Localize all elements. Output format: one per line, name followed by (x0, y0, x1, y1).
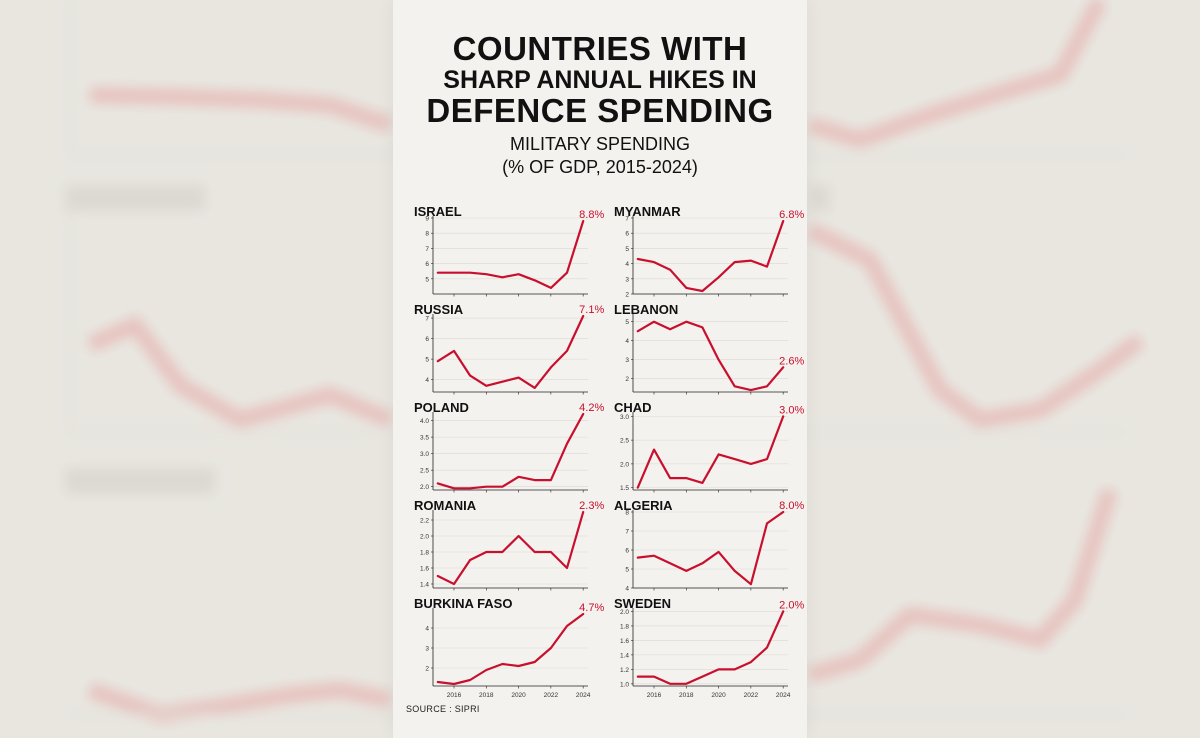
y-tick-label-myanmar: 6 (625, 231, 629, 238)
title-line-1: COUNTRIES WITH (452, 30, 748, 67)
y-tick-label-lebanon: 2 (625, 376, 629, 383)
y-tick-label-poland: 2.0 (420, 484, 429, 491)
y-tick-label-burkina-faso: 2 (425, 666, 429, 673)
y-tick-label-israel: 5 (425, 276, 429, 283)
y-tick-label-romania: 1.4 (420, 582, 429, 589)
end-value-label-sweden: 2.0% (779, 599, 804, 611)
series-line-israel (436, 219, 585, 289)
end-value-label-russia: 7.1% (579, 304, 604, 316)
chart-title-poland: POLAND (414, 400, 469, 415)
y-tick-label-myanmar: 2 (625, 292, 629, 299)
y-tick-label-sweden: 2.0 (620, 609, 629, 616)
end-value-label-lebanon: 2.6% (779, 355, 804, 367)
y-tick-label-algeria: 4 (625, 586, 629, 593)
chart-title-israel: ISRAEL (414, 204, 462, 219)
y-tick-label-poland: 4.0 (420, 418, 429, 425)
y-tick-label-myanmar: 4 (625, 261, 629, 268)
series-line-sweden (636, 610, 785, 685)
y-tick-label-algeria: 6 (625, 548, 629, 555)
x-tick-label-burkina-faso: 2024 (576, 692, 591, 699)
chart-title-myanmar: MYANMAR (614, 204, 681, 219)
end-value-label-myanmar: 6.8% (779, 209, 804, 221)
y-tick-label-russia: 7 (425, 316, 429, 323)
y-tick-label-algeria: 5 (625, 567, 629, 574)
end-value-label-israel: 8.8% (579, 209, 604, 221)
y-tick-label-sweden: 1.2 (620, 667, 629, 674)
chart-title-romania: ROMANIA (414, 498, 477, 513)
series-line-burkina-faso (436, 612, 585, 686)
title-line-3: DEFENCE SPENDING (426, 92, 774, 129)
y-tick-label-romania: 2.2 (420, 518, 429, 525)
y-tick-label-sweden: 1.8 (620, 623, 629, 630)
y-tick-label-lebanon: 5 (625, 319, 629, 326)
y-tick-label-sweden: 1.0 (620, 681, 629, 688)
y-tick-label-israel: 7 (425, 246, 429, 253)
y-tick-label-poland: 2.5 (420, 468, 429, 475)
x-tick-label-burkina-faso: 2020 (511, 692, 526, 699)
end-value-label-poland: 4.2% (579, 402, 604, 414)
chart-title-lebanon: LEBANON (614, 302, 678, 317)
title-line-2: SHARP ANNUAL HIKES IN (443, 66, 757, 94)
y-tick-label-chad: 1.5 (620, 485, 629, 492)
y-tick-label-chad: 2.0 (620, 461, 629, 468)
y-tick-label-russia: 5 (425, 357, 429, 364)
y-tick-label-russia: 6 (425, 336, 429, 343)
y-tick-label-poland: 3.0 (420, 451, 429, 458)
y-tick-label-romania: 2.0 (420, 534, 429, 541)
y-tick-label-israel: 8 (425, 231, 429, 238)
y-tick-label-israel: 9 (425, 216, 429, 223)
charts-grid: ISRAEL 5 6 7 8 9 8.8% MYANMAR 2 3 4 5 6 7 6.8% RUSSIA 4 5… (414, 204, 804, 699)
y-tick-label-algeria: 7 (625, 529, 629, 536)
y-tick-label-lebanon: 3 (625, 357, 629, 364)
chart-title-russia: RUSSIA (414, 302, 464, 317)
y-tick-label-romania: 1.8 (420, 550, 429, 557)
y-tick-label-burkina-faso: 3 (425, 646, 429, 653)
x-tick-label-sweden: 2022 (744, 692, 759, 699)
end-value-label-chad: 3.0% (779, 404, 804, 416)
x-tick-label-burkina-faso: 2022 (544, 692, 559, 699)
y-tick-label-chad: 2.5 (620, 438, 629, 445)
x-tick-label-burkina-faso: 2016 (447, 692, 462, 699)
series-line-chad (636, 415, 785, 489)
x-tick-label-burkina-faso: 2018 (479, 692, 494, 699)
y-tick-label-burkina-faso: 4 (425, 626, 429, 633)
chart-title-sweden: SWEDEN (614, 596, 671, 611)
y-tick-label-israel: 6 (425, 261, 429, 268)
y-tick-label-myanmar: 5 (625, 246, 629, 253)
subtitle-line-1: MILITARY SPENDING (509, 134, 691, 154)
end-value-label-algeria: 8.0% (779, 500, 804, 512)
y-tick-label-lebanon: 4 (625, 338, 629, 345)
y-tick-label-chad: 3.0 (620, 414, 629, 421)
y-tick-label-myanmar: 3 (625, 276, 629, 283)
x-tick-label-sweden: 2016 (647, 692, 662, 699)
y-tick-label-sweden: 1.4 (620, 652, 629, 659)
series-line-romania (436, 510, 585, 586)
y-tick-label-sweden: 1.6 (620, 638, 629, 645)
y-tick-label-russia: 4 (425, 377, 429, 384)
infographic-panel: COUNTRIES WITH SHARP ANNUAL HIKES IN DEF… (393, 0, 807, 738)
x-tick-label-sweden: 2020 (711, 692, 726, 699)
y-tick-label-romania: 1.6 (420, 566, 429, 573)
end-value-label-romania: 2.3% (579, 500, 604, 512)
chart-title-algeria: ALGERIA (614, 498, 673, 513)
subtitle-line-2: (% OF GDP, 2015-2024) (502, 157, 698, 177)
series-line-lebanon (636, 320, 785, 392)
y-tick-label-myanmar: 7 (625, 216, 629, 223)
chart-title-chad: CHAD (614, 400, 652, 415)
y-tick-label-poland: 3.5 (420, 435, 429, 442)
x-tick-label-sweden: 2024 (776, 692, 791, 699)
series-line-poland (436, 412, 585, 490)
chart-title-burkina-faso: BURKINA FASO (414, 596, 512, 611)
series-line-russia (436, 314, 585, 389)
source-note: SOURCE : SIPRI (406, 704, 480, 714)
end-value-label-burkina-faso: 4.7% (579, 602, 604, 614)
y-tick-label-algeria: 8 (625, 510, 629, 517)
x-tick-label-sweden: 2018 (679, 692, 694, 699)
series-line-algeria (636, 510, 785, 586)
series-line-myanmar (636, 219, 785, 293)
